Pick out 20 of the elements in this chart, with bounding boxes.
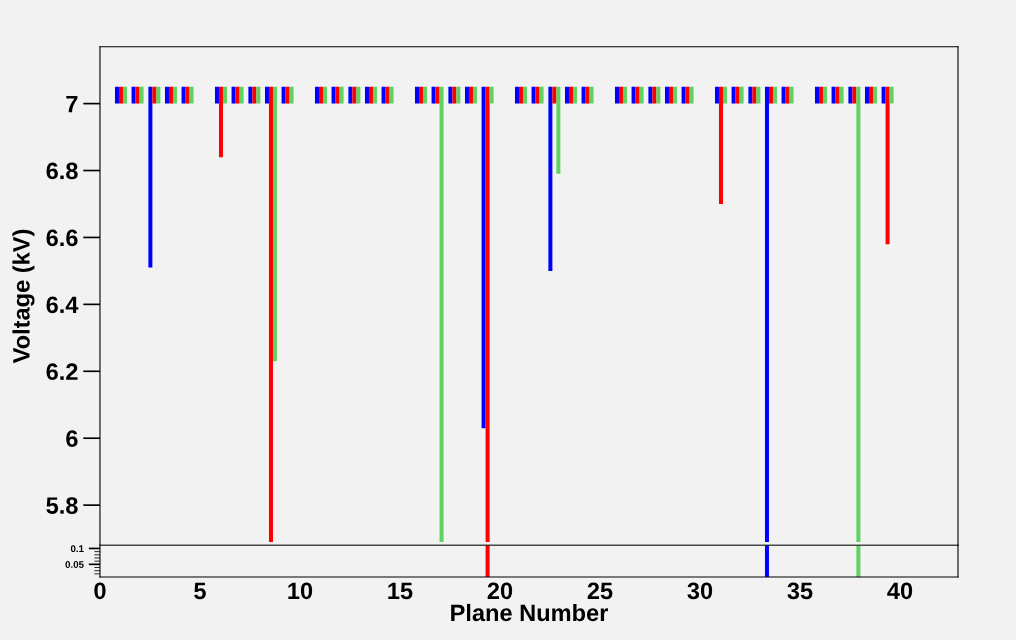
y-tick-label: 6.4 xyxy=(46,296,79,314)
x-tick-label: 20 xyxy=(487,582,513,600)
y-tick-label: 0.05 xyxy=(65,561,84,568)
y-tick-label: 7 xyxy=(66,95,78,113)
y-tick-label: 0.1 xyxy=(70,545,84,553)
x-tick-label: 0 xyxy=(94,582,106,600)
y-tick-label: 6.6 xyxy=(46,229,78,247)
x-axis-title: Plane Number xyxy=(451,603,609,622)
y-axis-title: Voltage (kV) xyxy=(12,229,35,364)
x-tick-label: 30 xyxy=(687,582,713,600)
x-tick-label: 15 xyxy=(388,582,413,600)
x-tick-label: 40 xyxy=(887,582,913,600)
y-tick-label: 5.8 xyxy=(46,497,78,514)
y-tick-label: 6 xyxy=(66,430,78,447)
y-tick-label: 6.8 xyxy=(46,162,78,180)
x-tick-label: 35 xyxy=(787,582,813,600)
x-tick-label: 10 xyxy=(288,582,313,600)
x-tick-label: 5 xyxy=(194,582,206,600)
x-tick-label: 25 xyxy=(587,582,613,600)
y-tick-label: 6.2 xyxy=(46,363,78,381)
